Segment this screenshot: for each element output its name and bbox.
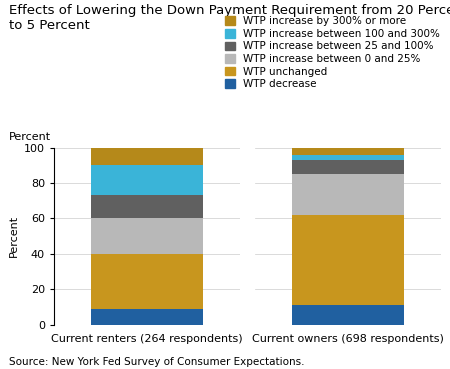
- Bar: [292, 305, 404, 325]
- Bar: [292, 160, 404, 174]
- Text: Effects of Lowering the Down Payment Requirement from 20 Percent
to 5 Percent: Effects of Lowering the Down Payment Req…: [9, 4, 450, 32]
- Bar: [91, 309, 203, 325]
- Bar: [91, 254, 203, 309]
- Text: Percent: Percent: [9, 132, 51, 142]
- Bar: [292, 174, 404, 215]
- Bar: [91, 218, 203, 254]
- Bar: [292, 155, 404, 160]
- Y-axis label: Percent: Percent: [9, 215, 18, 257]
- Legend: WTP increase by 300% or more, WTP increase between 100 and 300%, WTP increase be: WTP increase by 300% or more, WTP increa…: [225, 16, 440, 89]
- Bar: [91, 165, 203, 196]
- Bar: [91, 148, 203, 165]
- Text: Source: New York Fed Survey of Consumer Expectations.: Source: New York Fed Survey of Consumer …: [9, 357, 305, 367]
- Bar: [292, 148, 404, 155]
- Bar: [292, 215, 404, 305]
- Bar: [91, 196, 203, 218]
